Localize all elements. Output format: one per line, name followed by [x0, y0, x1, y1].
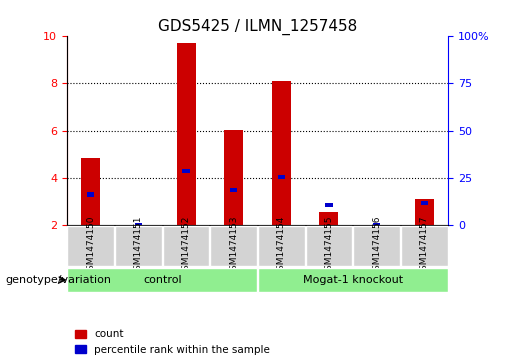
FancyBboxPatch shape [115, 226, 162, 266]
Bar [421, 200, 428, 205]
Bar [87, 192, 94, 196]
FancyBboxPatch shape [67, 268, 257, 291]
FancyBboxPatch shape [67, 226, 114, 266]
FancyBboxPatch shape [210, 226, 257, 266]
Text: GSM1474156: GSM1474156 [372, 216, 381, 276]
Bar [325, 203, 333, 207]
Text: control: control [143, 275, 182, 285]
Legend: count, percentile rank within the sample: count, percentile rank within the sample [72, 326, 273, 358]
Bar [230, 188, 237, 192]
Title: GDS5425 / ILMN_1257458: GDS5425 / ILMN_1257458 [158, 19, 357, 35]
Text: Mogat-1 knockout: Mogat-1 knockout [303, 275, 403, 285]
Bar [278, 175, 285, 179]
FancyBboxPatch shape [258, 268, 448, 291]
Bar [415, 199, 434, 225]
Text: GSM1474157: GSM1474157 [420, 216, 428, 276]
FancyBboxPatch shape [401, 226, 448, 266]
Text: GSM1474154: GSM1474154 [277, 216, 286, 276]
Bar [272, 81, 291, 225]
Text: GSM1474151: GSM1474151 [134, 216, 143, 276]
Bar [177, 44, 196, 225]
Text: GSM1474153: GSM1474153 [229, 216, 238, 276]
FancyBboxPatch shape [305, 226, 352, 266]
Bar [373, 223, 380, 227]
Bar [319, 212, 338, 225]
Bar [81, 158, 100, 225]
Bar [224, 130, 243, 225]
FancyBboxPatch shape [258, 226, 305, 266]
Bar [135, 223, 142, 227]
FancyBboxPatch shape [353, 226, 400, 266]
Text: GSM1474150: GSM1474150 [87, 216, 95, 276]
Text: genotype/variation: genotype/variation [5, 275, 111, 285]
Text: GSM1474155: GSM1474155 [324, 216, 333, 276]
Bar [182, 169, 190, 173]
FancyBboxPatch shape [163, 226, 210, 266]
Text: GSM1474152: GSM1474152 [182, 216, 191, 276]
